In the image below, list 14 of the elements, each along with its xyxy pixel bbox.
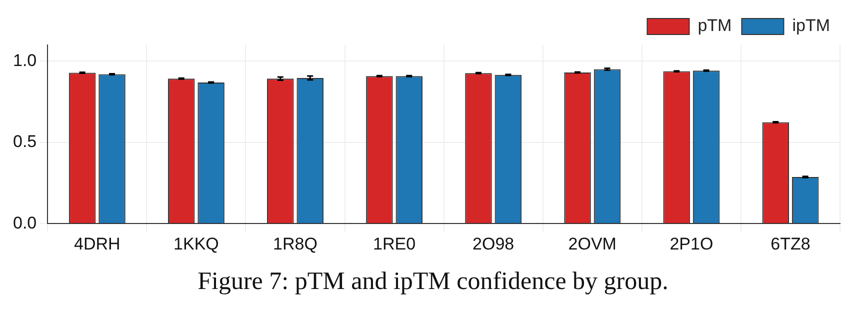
y-tick-label: 1.0 bbox=[12, 50, 37, 70]
legend-label: pTM bbox=[698, 16, 732, 36]
x-tick-label: 1R8Q bbox=[273, 234, 318, 254]
x-tick-label: 6TZ8 bbox=[770, 234, 810, 254]
y-tick-label: 0.0 bbox=[12, 213, 37, 232]
y-tick-label: 0.5 bbox=[12, 132, 37, 152]
legend-label: ipTM bbox=[792, 16, 830, 36]
x-tick-label: 2OVM bbox=[568, 234, 616, 254]
x-tick-label: 4DRH bbox=[74, 234, 120, 254]
x-tick-label: 2P1O bbox=[670, 234, 714, 254]
x-tick-label: 1RE0 bbox=[373, 234, 416, 254]
x-tick-label: 1KKQ bbox=[174, 234, 219, 254]
x-tick-label: 2O98 bbox=[472, 234, 514, 254]
caption: Figure 7: pTM and ipTM confidence by group. bbox=[196, 268, 670, 296]
